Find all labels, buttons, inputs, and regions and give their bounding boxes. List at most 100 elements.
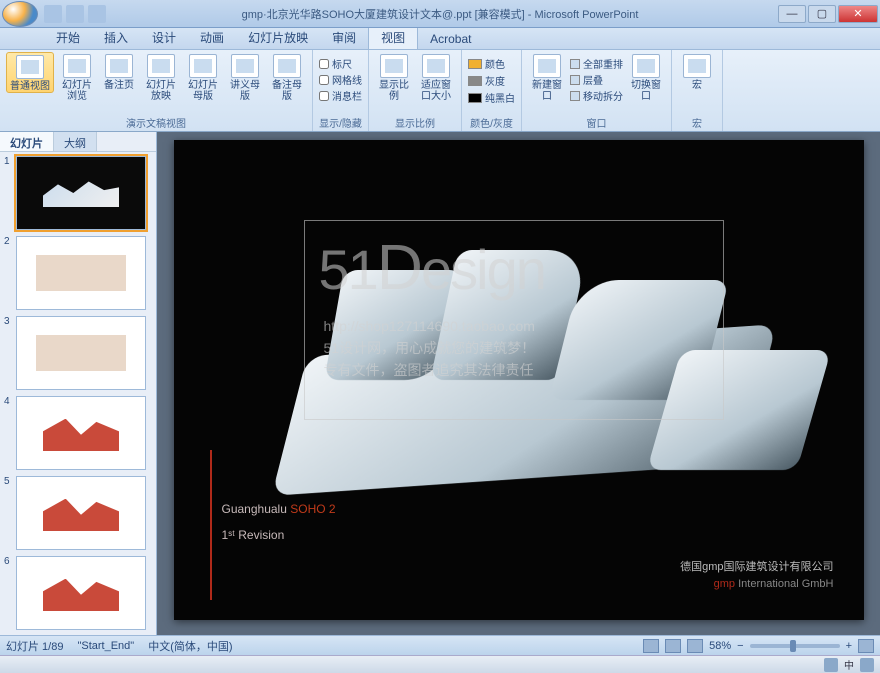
thumbnail-list: 123456 <box>0 152 156 635</box>
tab-幻灯片放映[interactable]: 幻灯片放映 <box>236 26 320 49</box>
thumb-preview <box>16 316 146 390</box>
tray-icon[interactable] <box>824 658 838 672</box>
view-icon <box>105 54 133 78</box>
watermark-text: http://shop127114690.taobao.com 51设计网，用心… <box>324 315 536 381</box>
color-mode-纯黑白[interactable]: 纯黑白 <box>468 90 515 105</box>
close-button[interactable]: ✕ <box>838 5 878 23</box>
ime-indicator[interactable]: 中 <box>844 657 854 672</box>
zoom-btn-0[interactable]: 显示比例 <box>375 52 413 102</box>
tab-Acrobat[interactable]: Acrobat <box>418 29 483 49</box>
slide-panel: 幻灯片 大纲 123456 <box>0 132 157 635</box>
view-icon <box>273 54 301 78</box>
group-zoom: 显示比例适应窗口大小 显示比例 <box>369 50 462 131</box>
view-btn-1[interactable]: 幻灯片浏览 <box>58 52 96 102</box>
qat-save-icon[interactable] <box>44 5 62 23</box>
switch-window-icon <box>632 54 660 78</box>
slide-thumb-4[interactable]: 4 <box>4 396 152 470</box>
side-tabs: 幻灯片 大纲 <box>0 132 156 152</box>
view-icon <box>231 54 259 78</box>
quick-access-toolbar <box>44 5 106 23</box>
tab-插入[interactable]: 插入 <box>92 26 140 49</box>
check-标尺[interactable]: 标尺 <box>319 56 362 71</box>
group-macros: 宏 宏 <box>672 50 723 131</box>
view-icon <box>189 54 217 78</box>
view-slideshow-icon[interactable] <box>687 639 703 653</box>
color-mode-灰度[interactable]: 灰度 <box>468 73 515 88</box>
view-btn-0[interactable]: 普通视图 <box>6 52 54 93</box>
zoom-slider[interactable] <box>750 644 840 648</box>
view-btn-4[interactable]: 幻灯片母版 <box>184 52 222 102</box>
tab-设计[interactable]: 设计 <box>140 26 188 49</box>
maximize-button[interactable]: ▢ <box>808 5 836 23</box>
slide-workspace[interactable]: 51Design http://shop127114690.taobao.com… <box>157 132 880 635</box>
slide-footer-en: gmp International GmbH <box>714 578 834 590</box>
ribbon-tabs: 开始插入设计动画幻灯片放映审阅视图Acrobat <box>0 28 880 50</box>
watermark-title: 51Design <box>319 230 545 304</box>
view-btn-5[interactable]: 讲义母版 <box>226 52 264 102</box>
thumb-preview <box>16 236 146 310</box>
status-slide-number: 幻灯片 1/89 <box>6 638 63 654</box>
fit-window-icon[interactable] <box>858 639 874 653</box>
qat-undo-icon[interactable] <box>66 5 84 23</box>
window-controls: — ▢ ✕ <box>778 5 880 23</box>
group-label: 演示文稿视图 <box>6 114 306 131</box>
zoom-percent[interactable]: 58% <box>709 640 731 652</box>
view-btn-2[interactable]: 备注页 <box>100 52 138 91</box>
new-window-icon <box>533 54 561 78</box>
check-消息栏[interactable]: 消息栏 <box>319 88 362 103</box>
system-tray: 中 <box>0 655 880 673</box>
zoom-in-icon[interactable]: + <box>846 640 852 652</box>
window-title: gmp·北京光华路SOHO大厦建筑设计文本@.ppt [兼容模式] - Micr… <box>0 6 880 22</box>
slide-canvas[interactable]: 51Design http://shop127114690.taobao.com… <box>174 140 864 620</box>
group-label: 宏 <box>678 114 716 131</box>
status-language[interactable]: 中文(简体，中国) <box>148 638 232 654</box>
tab-开始[interactable]: 开始 <box>44 26 92 49</box>
group-label: 颜色/灰度 <box>468 114 515 131</box>
view-normal-icon[interactable] <box>643 639 659 653</box>
office-button[interactable] <box>2 1 38 27</box>
group-label: 显示/隐藏 <box>319 114 362 131</box>
view-btn-6[interactable]: 备注母版 <box>268 52 306 102</box>
new-window-button[interactable]: 新建窗口 <box>528 52 566 102</box>
zoom-btn-1[interactable]: 适应窗口大小 <box>417 52 455 102</box>
thumb-preview <box>16 556 146 630</box>
group-label: 显示比例 <box>375 114 455 131</box>
group-presentation-views: 普通视图幻灯片浏览备注页幻灯片放映幻灯片母版讲义母版备注母版 演示文稿视图 <box>0 50 313 131</box>
thumb-preview <box>16 156 146 230</box>
view-icon <box>147 54 175 78</box>
window-opt-全部重排[interactable]: 全部重排 <box>570 56 623 71</box>
switch-window-button[interactable]: 切换窗口 <box>627 52 665 102</box>
slide-thumb-2[interactable]: 2 <box>4 236 152 310</box>
slide-thumb-6[interactable]: 6 <box>4 556 152 630</box>
tab-动画[interactable]: 动画 <box>188 26 236 49</box>
minimize-button[interactable]: — <box>778 5 806 23</box>
tab-审阅[interactable]: 审阅 <box>320 26 368 49</box>
slide-thumb-5[interactable]: 5 <box>4 476 152 550</box>
thumb-preview <box>16 396 146 470</box>
group-show-hide: 标尺网格线消息栏 显示/隐藏 <box>313 50 369 131</box>
zoom-out-icon[interactable]: − <box>737 640 743 652</box>
color-mode-颜色[interactable]: 颜色 <box>468 56 515 71</box>
window-opt-层叠[interactable]: 层叠 <box>570 72 623 87</box>
status-layout: "Start_End" <box>77 640 134 652</box>
ribbon: 普通视图幻灯片浏览备注页幻灯片放映幻灯片母版讲义母版备注母版 演示文稿视图 标尺… <box>0 50 880 132</box>
view-sorter-icon[interactable] <box>665 639 681 653</box>
slide-thumb-1[interactable]: 1 <box>4 156 152 230</box>
tab-视图[interactable]: 视图 <box>368 25 418 49</box>
macros-button[interactable]: 宏 <box>678 52 716 91</box>
slide-title: Guanghualu SOHO 2 <box>222 502 336 516</box>
content-area: 幻灯片 大纲 123456 51Design http://shop127114… <box>0 132 880 635</box>
qat-redo-icon[interactable] <box>88 5 106 23</box>
title-bar: gmp·北京光华路SOHO大厦建筑设计文本@.ppt [兼容模式] - Micr… <box>0 0 880 28</box>
check-网格线[interactable]: 网格线 <box>319 72 362 87</box>
tray-icon[interactable] <box>860 658 874 672</box>
view-btn-3[interactable]: 幻灯片放映 <box>142 52 180 102</box>
tab-slides[interactable]: 幻灯片 <box>0 132 54 151</box>
view-icon <box>63 54 91 78</box>
tab-outline[interactable]: 大纲 <box>54 132 97 151</box>
slide-subtitle: 1ˢᵗ Revision <box>222 528 285 542</box>
status-bar: 幻灯片 1/89 "Start_End" 中文(简体，中国) 58% − + <box>0 635 880 655</box>
slide-footer-cn: 德国gmp国际建筑设计有限公司 <box>680 558 833 574</box>
window-opt-移动拆分[interactable]: 移动拆分 <box>570 88 623 103</box>
slide-thumb-3[interactable]: 3 <box>4 316 152 390</box>
